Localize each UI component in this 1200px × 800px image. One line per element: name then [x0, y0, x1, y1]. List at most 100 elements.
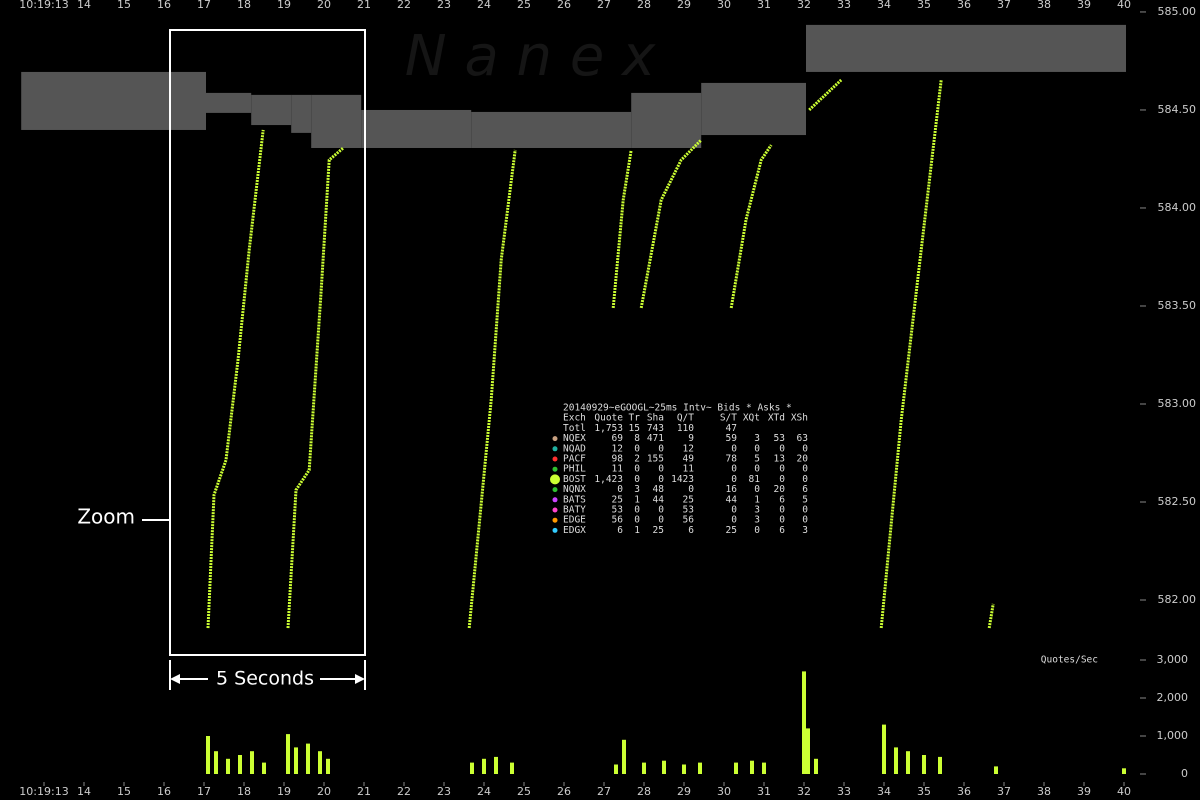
table-cell: 6	[617, 525, 623, 536]
table-cell: EDGE	[563, 515, 586, 526]
quote-ramp	[639, 138, 703, 309]
quote-rate-bar	[238, 755, 242, 774]
table-header: Exch	[563, 413, 586, 424]
y-tick-label: 583.00	[1158, 397, 1197, 410]
x-tick-label: 33	[837, 785, 851, 798]
table-cell: 25	[683, 494, 694, 505]
table-cell: PACF	[563, 454, 586, 465]
quote-rate-bar	[262, 762, 266, 774]
table-cell: 0	[802, 464, 808, 475]
table-header: Sha	[647, 413, 664, 424]
table-cell: 1,423	[594, 474, 623, 485]
quote-ramp	[879, 79, 943, 629]
x-tick-label: 28	[637, 0, 651, 11]
table-cell: 110	[677, 423, 694, 434]
table-cell: 11	[612, 464, 624, 475]
table-cell: 13	[774, 454, 785, 465]
exchange-dot	[552, 497, 558, 503]
x-tick-label: 35	[917, 0, 931, 11]
x-tick-label: 16	[157, 0, 171, 11]
quote-rate-bar	[662, 760, 666, 774]
x-tick-label: 30	[717, 0, 731, 11]
table-cell: 25	[612, 494, 623, 505]
table-cell: 6	[779, 525, 785, 536]
y-tick-label: 582.00	[1158, 593, 1197, 606]
quote-rate-bar	[214, 751, 218, 774]
table-cell: 0	[754, 464, 760, 475]
quote-ramp	[808, 78, 843, 112]
table-cell: 471	[647, 433, 664, 444]
table-cell: NQNX	[563, 484, 586, 495]
y-tick-label: 584.50	[1158, 103, 1197, 116]
table-header: XQt	[743, 413, 760, 424]
x-tick-label: 21	[357, 0, 371, 11]
table-cell: 48	[653, 484, 665, 495]
table-cell: 53	[683, 505, 694, 516]
y-tick-label: 3,000	[1157, 653, 1189, 666]
nbbo-band	[631, 92, 702, 148]
table-cell: 5	[754, 454, 760, 465]
table-cell: 0	[779, 505, 785, 516]
table-cell: 20	[797, 454, 809, 465]
exchange-dot	[552, 436, 558, 442]
table-cell: 0	[802, 474, 808, 485]
table-cell: 12	[683, 443, 694, 454]
quote-rate-bar	[470, 762, 474, 774]
table-cell: 63	[797, 433, 808, 444]
table-cell: 3	[754, 515, 760, 526]
x-tick-label: 17	[197, 785, 211, 798]
quote-ramp	[987, 603, 995, 629]
panel-title: Quotes/Sec	[1041, 655, 1098, 666]
quote-rate-bar	[326, 758, 330, 774]
quote-rate-bar	[682, 764, 686, 774]
table-cell: BOST	[563, 474, 586, 485]
table-cell: 53	[612, 505, 623, 516]
x-tick-label: 20	[317, 0, 331, 11]
table-cell: 3	[634, 484, 640, 495]
x-tick-label: 27	[597, 0, 611, 11]
x-tick-label: 23	[437, 0, 451, 11]
table-cell: 8	[634, 433, 640, 444]
table-cell: 5	[802, 494, 808, 505]
arrow-head	[170, 674, 180, 684]
table-cell: 0	[802, 443, 808, 454]
table-cell: 15	[629, 423, 640, 434]
x-tick-label: 25	[517, 0, 531, 11]
x-tick-label: 34	[877, 785, 891, 798]
x-tick-label: 29	[677, 785, 691, 798]
table-header: Tr	[629, 413, 641, 424]
y-tick-label: 582.50	[1158, 495, 1197, 508]
x-tick-label: 19	[277, 785, 291, 798]
x-tick-label: 19	[277, 0, 291, 11]
quote-rate-bar	[482, 758, 486, 774]
x-tick-label: 23	[437, 785, 451, 798]
table-header: Q/T	[677, 413, 694, 424]
y-tick-label: 584.00	[1158, 201, 1197, 214]
table-cell: 0	[731, 515, 737, 526]
exchange-dot	[552, 466, 558, 472]
table-cell: 1	[754, 494, 760, 505]
table-cell: 3	[754, 505, 760, 516]
quote-rate-bar	[614, 764, 618, 774]
quote-rate-bar	[494, 756, 498, 774]
table-cell: 0	[658, 505, 664, 516]
table-cell: 0	[779, 443, 785, 454]
x-tick-label: 14	[77, 0, 91, 11]
table-cell: 6	[688, 525, 694, 536]
table-cell: 20	[774, 484, 786, 495]
x-tick-label: 36	[957, 0, 971, 11]
table-cell: 0	[688, 484, 694, 495]
zoom-box	[169, 29, 366, 656]
x-tick-label: 27	[597, 785, 611, 798]
x-tick-label: 37	[997, 785, 1011, 798]
x-tick-label: 18	[237, 785, 251, 798]
table-cell: PHIL	[563, 464, 586, 475]
table-cell: 2	[634, 454, 640, 465]
span-label: 5 Seconds	[216, 668, 314, 690]
quote-rate-bar	[814, 758, 818, 774]
table-cell: NQEX	[563, 433, 586, 444]
nbbo-band	[21, 71, 207, 130]
x-tick-label: 33	[837, 0, 851, 11]
quote-rate-bar	[306, 743, 310, 774]
x-tick-label: 24	[477, 785, 491, 798]
